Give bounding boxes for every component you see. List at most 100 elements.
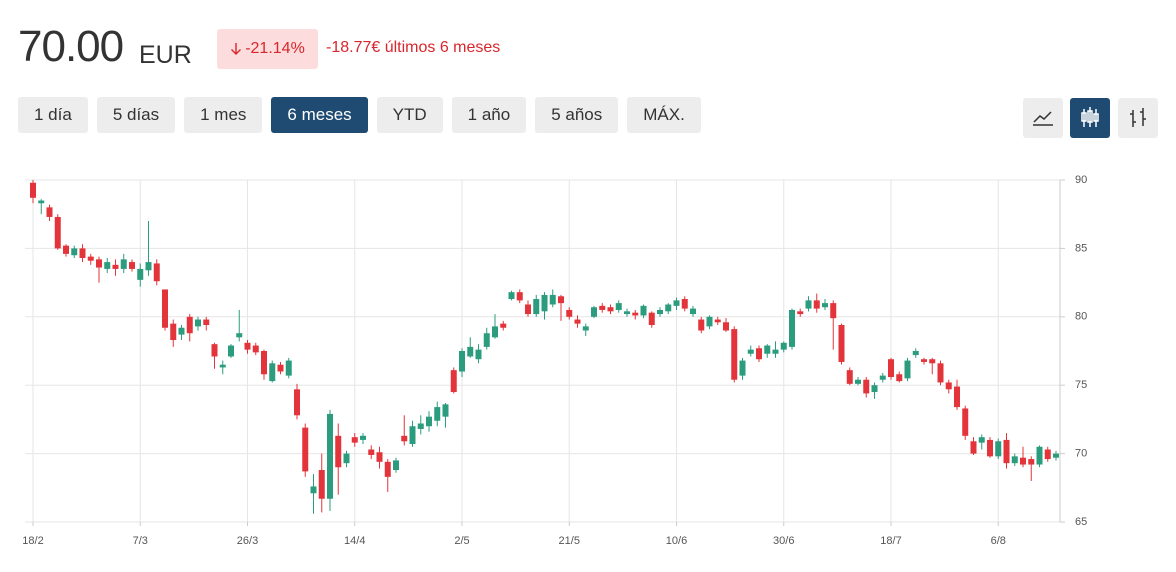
candle-body bbox=[1020, 457, 1026, 465]
candle-body bbox=[797, 311, 804, 315]
candle-body bbox=[261, 351, 267, 375]
candle-body bbox=[574, 319, 581, 324]
candle-body bbox=[863, 379, 870, 394]
range-button[interactable]: 1 año bbox=[451, 97, 527, 133]
x-tick-label: 6/8 bbox=[991, 535, 1006, 547]
line-chart-button[interactable] bbox=[1023, 98, 1063, 138]
candle-body bbox=[1003, 439, 1010, 464]
candle-body bbox=[417, 423, 424, 429]
candle-chart-button[interactable] bbox=[1070, 98, 1110, 138]
candle-body bbox=[310, 486, 317, 494]
candle-body bbox=[269, 363, 276, 382]
candle-body bbox=[855, 379, 861, 384]
candle-body bbox=[987, 439, 993, 457]
change-percent: -21.14% bbox=[245, 40, 305, 57]
candle-body bbox=[558, 296, 564, 304]
x-tick-label: 2/5 bbox=[454, 535, 469, 547]
x-tick-label: 18/7 bbox=[880, 535, 901, 547]
y-tick-label: 70 bbox=[1075, 448, 1087, 460]
range-button[interactable]: YTD bbox=[376, 97, 443, 133]
y-tick-label: 80 bbox=[1075, 311, 1087, 323]
candle-body bbox=[46, 207, 53, 217]
x-tick-label: 7/3 bbox=[133, 535, 148, 547]
candle-body bbox=[54, 216, 61, 249]
candle-body bbox=[607, 307, 614, 312]
candle-body bbox=[384, 461, 391, 477]
candle-body bbox=[995, 441, 1002, 457]
candle-body bbox=[492, 326, 498, 338]
candle-body bbox=[789, 309, 795, 347]
candle-body bbox=[904, 360, 911, 379]
candle-body bbox=[582, 326, 589, 331]
candle-body bbox=[459, 351, 465, 372]
candle-body bbox=[879, 375, 886, 380]
candle-icon bbox=[1081, 107, 1099, 127]
candle-body bbox=[137, 268, 144, 280]
candle-body bbox=[376, 452, 383, 462]
candle-body bbox=[739, 360, 746, 376]
candle-body bbox=[145, 262, 152, 271]
candle-body bbox=[211, 344, 218, 357]
range-button[interactable]: 6 meses bbox=[271, 97, 368, 133]
candle-body bbox=[921, 359, 927, 362]
candle-body bbox=[318, 470, 325, 499]
candle-body bbox=[871, 385, 878, 393]
candle-body bbox=[434, 407, 441, 421]
candle-body bbox=[1044, 449, 1051, 460]
candle-body bbox=[599, 305, 606, 310]
candle-body bbox=[285, 360, 292, 376]
candle-body bbox=[813, 300, 820, 309]
candle-body bbox=[830, 303, 837, 319]
candle-body bbox=[945, 382, 952, 390]
candle-body bbox=[896, 374, 903, 382]
candle-body bbox=[351, 437, 358, 443]
candle-body bbox=[302, 427, 309, 472]
range-button[interactable]: 5 años bbox=[535, 97, 619, 133]
x-tick-label: 18/2 bbox=[22, 535, 43, 547]
x-tick-label: 10/6 bbox=[666, 535, 687, 547]
down-arrow bbox=[231, 43, 242, 55]
candle-body bbox=[112, 264, 119, 269]
candle-body bbox=[632, 312, 639, 316]
candle-body bbox=[467, 346, 474, 357]
price: 70.00 bbox=[18, 22, 124, 71]
candle-body bbox=[195, 319, 201, 327]
candle-body bbox=[170, 323, 177, 341]
candle-body bbox=[591, 307, 597, 317]
candle-body bbox=[690, 308, 696, 315]
candle-body bbox=[393, 460, 399, 471]
candle-body bbox=[335, 435, 342, 468]
candle-body bbox=[525, 304, 531, 315]
range-button[interactable]: 1 día bbox=[18, 97, 88, 133]
candle-body bbox=[822, 303, 828, 308]
range-button[interactable]: 5 días bbox=[96, 97, 176, 133]
candle-body bbox=[228, 345, 234, 357]
candle-body bbox=[888, 359, 894, 377]
candle-body bbox=[698, 319, 705, 331]
candle-body bbox=[327, 413, 333, 499]
candle-body bbox=[343, 453, 350, 464]
range-buttons: 1 día 5 días 1 mes 6 meses YTD 1 año 5 años MÁX… bbox=[18, 97, 701, 133]
candle-body bbox=[129, 262, 135, 269]
ohlc-chart-button[interactable] bbox=[1118, 98, 1158, 138]
range-button[interactable]: 1 mes bbox=[184, 97, 263, 133]
candle-body bbox=[63, 245, 69, 254]
candle-body bbox=[516, 292, 523, 301]
candle-body bbox=[244, 342, 251, 350]
candle-body bbox=[912, 351, 919, 356]
x-tick-label: 14/4 bbox=[344, 535, 365, 547]
candle-body bbox=[294, 389, 300, 416]
candle-body bbox=[442, 404, 449, 417]
x-tick-label: 30/6 bbox=[773, 535, 794, 547]
range-button[interactable]: MÁX. bbox=[627, 97, 701, 133]
candle-body bbox=[475, 349, 482, 360]
candle-body bbox=[657, 309, 663, 315]
candle-body bbox=[162, 289, 168, 328]
candle-body bbox=[772, 349, 779, 354]
candle-body bbox=[805, 300, 812, 309]
candle-body bbox=[954, 386, 960, 408]
candle-body bbox=[1028, 459, 1035, 465]
candle-body bbox=[483, 333, 490, 347]
candle-body bbox=[252, 345, 259, 353]
candle-body bbox=[756, 348, 762, 360]
